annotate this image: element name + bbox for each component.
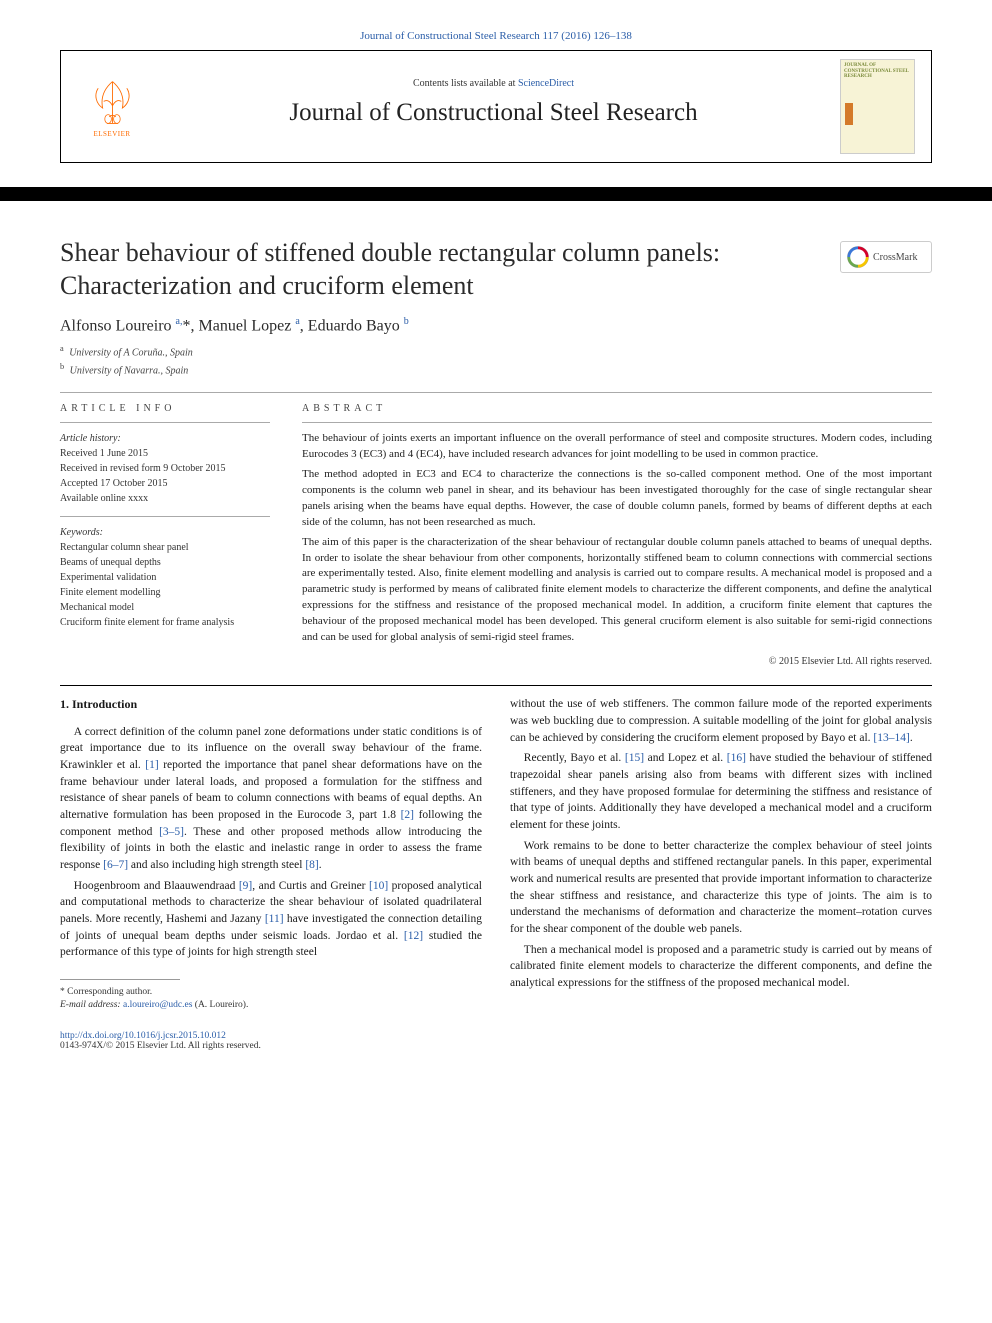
- section-1-title: 1. Introduction: [60, 696, 482, 713]
- journal-name: Journal of Constructional Steel Research: [147, 99, 840, 127]
- abstract-text: The behaviour of joints exerts an import…: [302, 431, 932, 646]
- body-left-p1: Hoogenbroom and Blaauwendraad [9], and C…: [60, 878, 482, 961]
- contents-prefix: Contents lists available at: [413, 78, 518, 89]
- article-title: Shear behaviour of stiffened double rect…: [60, 237, 820, 302]
- keyword-2: Experimental validation: [60, 570, 270, 585]
- abstract-p0: The behaviour of joints exerts an import…: [302, 431, 932, 463]
- email-person: (A. Loureiro).: [195, 1000, 249, 1010]
- keyword-4: Mechanical model: [60, 600, 270, 615]
- title-row: Shear behaviour of stiffened double rect…: [60, 237, 932, 302]
- elsevier-logo: ELSEVIER: [77, 67, 147, 147]
- abstract-label: abstract: [302, 403, 932, 414]
- doi-link[interactable]: http://dx.doi.org/10.1016/j.jcsr.2015.10…: [60, 1031, 226, 1041]
- journal-cover-title: JOURNAL OF CONSTRUCTIONAL STEEL RESEARCH: [844, 63, 911, 80]
- hr-info-1: [60, 422, 270, 423]
- history-line-2: Accepted 17 October 2015: [60, 476, 270, 491]
- email-label: E-mail address:: [60, 1000, 121, 1010]
- history-line-3: Available online xxxx: [60, 491, 270, 506]
- abstract-p1: The method adopted in EC3 and EC4 to cha…: [302, 467, 932, 531]
- contents-available: Contents lists available at ScienceDirec…: [147, 78, 840, 89]
- authors-line: Alfonso Loureiro a,*, Manuel Lopez a, Ed…: [60, 316, 932, 335]
- elsevier-tree-icon: [85, 75, 140, 130]
- keyword-1: Beams of unequal depths: [60, 555, 270, 570]
- body-left-p0: A correct definition of the column panel…: [60, 724, 482, 874]
- footnote-corresponding: * Corresponding author.: [60, 986, 482, 999]
- sciencedirect-link[interactable]: ScienceDirect: [518, 78, 574, 89]
- page-footer: http://dx.doi.org/10.1016/j.jcsr.2015.10…: [60, 1031, 932, 1051]
- article-info-column: article info Article history: Received 1…: [60, 403, 270, 667]
- journal-cover-thumbnail: JOURNAL OF CONSTRUCTIONAL STEEL RESEARCH: [840, 59, 915, 154]
- hr-below-abstract: [60, 685, 932, 686]
- elsevier-label: ELSEVIER: [93, 130, 130, 138]
- body-columns: 1. Introduction A correct definition of …: [60, 696, 932, 1012]
- affiliation-b: b University of Navarra., Spain: [60, 361, 932, 378]
- citation-bar[interactable]: Journal of Constructional Steel Research…: [60, 30, 932, 42]
- article-history: Article history: Received 1 June 2015 Re…: [60, 431, 270, 506]
- info-abstract-row: article info Article history: Received 1…: [60, 403, 932, 667]
- footnote-separator: [60, 979, 180, 980]
- issn-line: 0143-974X/© 2015 Elsevier Ltd. All right…: [60, 1041, 932, 1051]
- abstract-p2: The aim of this paper is the characteriz…: [302, 535, 932, 647]
- article-info-label: article info: [60, 403, 270, 414]
- body-right-p0: without the use of web stiffeners. The c…: [510, 696, 932, 746]
- body-right-p3: Then a mechanical model is proposed and …: [510, 942, 932, 992]
- abstract-copyright: © 2015 Elsevier Ltd. All rights reserved…: [302, 656, 932, 667]
- hr-above-info: [60, 392, 932, 393]
- keyword-3: Finite element modelling: [60, 585, 270, 600]
- black-divider-bar: [0, 187, 992, 201]
- crossmark-badge[interactable]: CrossMark: [840, 241, 932, 273]
- affiliation-a: a University of A Coruña., Spain: [60, 343, 932, 360]
- abstract-column: abstract The behaviour of joints exerts …: [302, 403, 932, 667]
- keyword-0: Rectangular column shear panel: [60, 540, 270, 555]
- keywords-title: Keywords:: [60, 525, 270, 540]
- email-link[interactable]: a.loureiro@udc.es: [123, 1000, 192, 1010]
- history-line-1: Received in revised form 9 October 2015: [60, 461, 270, 476]
- keywords-block: Keywords: Rectangular column shear panel…: [60, 525, 270, 630]
- history-title: Article history:: [60, 431, 270, 446]
- body-right-p1: Recently, Bayo et al. [15] and Lopez et …: [510, 750, 932, 833]
- affiliations: a University of A Coruña., Spain b Unive…: [60, 343, 932, 378]
- body-col-right: without the use of web stiffeners. The c…: [510, 696, 932, 1012]
- journal-cover-strip: [845, 103, 853, 125]
- keyword-5: Cruciform finite element for frame analy…: [60, 615, 270, 630]
- body-right-p2: Work remains to be done to better charac…: [510, 838, 932, 938]
- hr-info-2: [60, 516, 270, 517]
- history-line-0: Received 1 June 2015: [60, 446, 270, 461]
- hr-abstract: [302, 422, 932, 423]
- body-col-left: 1. Introduction A correct definition of …: [60, 696, 482, 1012]
- footnote-email: E-mail address: a.loureiro@udc.es (A. Lo…: [60, 999, 482, 1012]
- crossmark-label: CrossMark: [873, 252, 917, 263]
- header-middle: Contents lists available at ScienceDirec…: [147, 78, 840, 135]
- crossmark-icon: [847, 246, 869, 268]
- journal-header: ELSEVIER Contents lists available at Sci…: [60, 50, 932, 163]
